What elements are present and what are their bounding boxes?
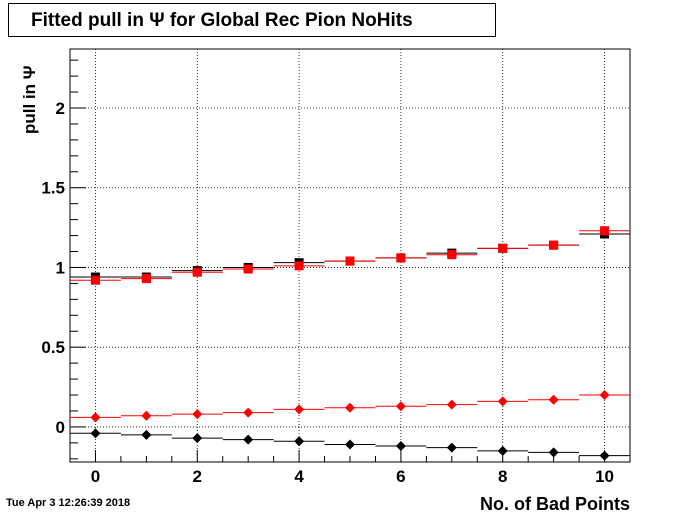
x-tick-label: 4 — [294, 467, 304, 486]
data-point-diamond — [294, 404, 305, 415]
data-point-diamond — [395, 401, 406, 412]
x-axis-title: No. of Bad Points — [480, 494, 630, 514]
data-point-square — [90, 275, 100, 285]
data-point-diamond — [395, 441, 406, 452]
series-3 — [70, 428, 630, 461]
data-point-diamond — [141, 429, 152, 440]
data-point-diamond — [141, 410, 152, 421]
data-point-diamond — [599, 390, 610, 401]
data-point-diamond — [345, 402, 355, 413]
data-point-diamond — [90, 428, 101, 439]
data-point-square — [447, 250, 457, 260]
data-point-diamond — [243, 434, 254, 445]
data-point-square — [396, 253, 406, 263]
timestamp: Tue Apr 3 12:26:39 2018 — [6, 497, 131, 509]
x-tick-label: 0 — [91, 467, 100, 486]
data-point-diamond — [446, 442, 457, 453]
y-tick-label: 2 — [56, 99, 65, 118]
data-point-diamond — [243, 407, 254, 418]
data-point-square — [549, 240, 559, 250]
data-point-square — [600, 226, 610, 236]
series-2 — [70, 390, 630, 423]
data-point-diamond — [345, 439, 355, 450]
y-tick-label: 0 — [56, 418, 65, 437]
data-point-square — [294, 261, 304, 271]
x-tick-label: 10 — [595, 467, 614, 486]
x-tick-label: 8 — [498, 467, 507, 486]
y-tick-label: 1.5 — [41, 179, 65, 198]
data-point-diamond — [497, 445, 508, 456]
axis-ticks: 0 2 4 6 8 10 0 0.5 1 1.5 2 — [41, 59, 631, 486]
data-point-diamond — [599, 450, 610, 461]
data-point-square — [243, 264, 253, 274]
data-point-square — [345, 256, 355, 266]
data-point-square — [141, 274, 151, 284]
data-point-diamond — [497, 396, 508, 407]
y-tick-label: 0.5 — [41, 338, 65, 357]
data-point-square — [192, 267, 202, 277]
data-point-diamond — [192, 409, 203, 420]
grid-lines — [70, 49, 630, 462]
y-axis-title: pull in Ψ — [20, 65, 39, 134]
chart-title: Fitted pull in Ψ for Global Rec Pion NoH… — [31, 10, 413, 31]
series-0 — [70, 229, 630, 282]
x-tick-label: 2 — [193, 467, 202, 486]
data-point-square — [498, 243, 508, 253]
data-point-diamond — [446, 399, 457, 410]
series-1 — [70, 226, 630, 285]
data-point-diamond — [548, 447, 559, 458]
data-point-diamond — [548, 394, 559, 405]
data-point-diamond — [192, 433, 203, 444]
data-point-diamond — [90, 412, 101, 423]
data-point-diamond — [294, 436, 305, 447]
chart-title-box: Fitted pull in Ψ for Global Rec Pion NoH… — [8, 3, 496, 37]
data-series — [70, 226, 630, 461]
y-tick-label: 1 — [56, 258, 65, 277]
x-tick-label: 6 — [396, 467, 405, 486]
